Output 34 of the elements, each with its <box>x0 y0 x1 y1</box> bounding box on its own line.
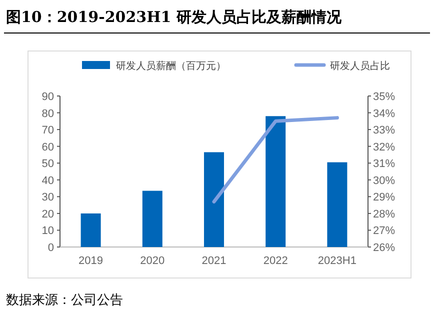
chart-title: 图10：2019-2023H1 研发人员占比及薪酬情况 <box>6 8 342 26</box>
bar <box>80 213 101 247</box>
y2-tick-label: 31% <box>373 158 396 170</box>
y2-tick-label: 32% <box>373 141 396 154</box>
bar <box>327 162 348 247</box>
y2-tick-label: 35% <box>373 91 396 103</box>
y-tick-label: 70 <box>42 124 54 137</box>
y2-tick-label: 27% <box>373 225 396 238</box>
x-tick-label: 2019 <box>78 255 104 267</box>
y-tick-label: 40 <box>42 174 54 187</box>
x-tick-label: 2020 <box>140 255 165 267</box>
y2-tick-label: 30% <box>373 174 396 187</box>
y-tick-label: 20 <box>42 208 54 220</box>
y-tick-label: 30 <box>42 192 54 204</box>
x-tick-label: 2022 <box>263 255 288 267</box>
y2-tick-label: 33% <box>373 124 396 137</box>
y-tick-label: 90 <box>42 91 54 103</box>
bar <box>142 190 162 247</box>
source-note: 数据来源：公司公告 <box>6 293 123 308</box>
y-tick-label: 10 <box>42 225 54 238</box>
legend-label: 研发人员占比 <box>330 60 390 72</box>
y2-tick-label: 26% <box>373 242 396 254</box>
x-tick-label: 2023H1 <box>318 255 356 267</box>
x-tick-label: 2021 <box>202 255 226 267</box>
y2-tick-label: 29% <box>373 192 396 204</box>
bar <box>266 116 286 247</box>
y2-tick-label: 34% <box>373 108 396 120</box>
legend-label: 研发人员薪酬（百万元） <box>116 60 226 72</box>
y-tick-label: 50 <box>42 158 54 170</box>
y-tick-label: 0 <box>48 242 54 254</box>
bar <box>204 152 224 247</box>
y-tick-label: 80 <box>42 108 54 120</box>
y-tick-label: 60 <box>42 141 54 154</box>
y2-tick-label: 28% <box>373 208 396 220</box>
